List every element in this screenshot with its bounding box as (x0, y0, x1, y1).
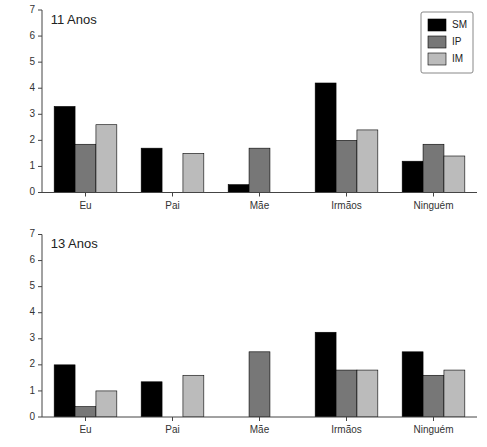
y-tick-label: 6 (29, 254, 35, 265)
bar (357, 370, 378, 417)
bar (141, 148, 162, 192)
x-tick (433, 417, 434, 421)
y-tick-label: 7 (29, 4, 35, 15)
x-tick (346, 193, 347, 197)
x-tick (172, 417, 173, 421)
y-tick (38, 114, 42, 115)
bar (75, 407, 96, 417)
y-tick (38, 234, 42, 235)
y-tick-label: 5 (29, 56, 35, 67)
panel-title: 11 Anos (51, 12, 98, 27)
legend-swatch (428, 36, 446, 48)
x-tick-label: Eu (79, 200, 91, 211)
bar (357, 130, 378, 193)
y-tick (38, 260, 42, 261)
legend-swatch (428, 53, 446, 65)
y-tick (38, 140, 42, 141)
y-tick-label: 4 (29, 306, 35, 317)
chart-root: 0 1 2 3 4 5 6 7 Eu Pai Mãe Irmãos Ninguém 11 Anos SM IP… (0, 0, 487, 447)
bar (54, 365, 75, 417)
y-tick (38, 62, 42, 63)
bars (54, 332, 465, 417)
panel: 0 1 2 3 4 5 6 7 Eu Pai Mãe Irmãos Ninguém 11 Anos SM IP… (29, 4, 477, 211)
y-axis (42, 235, 43, 418)
bar (336, 140, 357, 192)
bar (423, 375, 444, 417)
x-tick (346, 417, 347, 421)
bar (183, 375, 204, 417)
bar (141, 382, 162, 417)
y-tick (38, 192, 42, 193)
bar (228, 185, 249, 193)
bar (402, 352, 423, 417)
bar (444, 370, 465, 417)
bar (444, 156, 465, 193)
y-tick-label: 5 (29, 280, 35, 291)
bar (315, 332, 336, 417)
x-tick-label: Mãe (250, 200, 270, 211)
y-tick (38, 88, 42, 89)
x-tick (172, 193, 173, 197)
bars (54, 83, 465, 193)
y-tick-label: 2 (29, 358, 35, 369)
y-tick-label: 1 (29, 385, 35, 396)
y-tick (38, 312, 42, 313)
bar (75, 144, 96, 192)
bar (183, 153, 204, 192)
legend: SM IP IM (421, 12, 473, 73)
y-tick-label: 4 (29, 82, 35, 93)
y-tick (38, 390, 42, 391)
y-axis (42, 10, 43, 193)
x-tick (85, 193, 86, 197)
x-tick-label: Eu (79, 424, 91, 435)
legend-label: SM (452, 19, 467, 30)
bar (315, 83, 336, 193)
x-tick-label: Pai (165, 200, 179, 211)
y-tick (38, 338, 42, 339)
bar (54, 106, 75, 192)
y-tick (38, 417, 42, 418)
y-tick (38, 364, 42, 365)
legend-label: IM (452, 53, 463, 64)
y-tick-label: 1 (29, 160, 35, 171)
legend-frame (421, 12, 473, 73)
legend-swatch (428, 19, 446, 31)
x-tick (259, 417, 260, 421)
x-tick-label: Irmãos (331, 424, 362, 435)
x-tick (259, 193, 260, 197)
y-tick (38, 10, 42, 11)
bar (423, 144, 444, 192)
y-tick (38, 286, 42, 287)
x-axis (42, 417, 477, 418)
x-tick-label: Ninguém (413, 424, 453, 435)
bar (249, 148, 270, 192)
x-tick-label: Ninguém (413, 200, 453, 211)
bar (336, 370, 357, 417)
panel-title: 13 Anos (51, 236, 98, 251)
bar (402, 161, 423, 192)
bar (96, 125, 117, 193)
panel: 0 1 2 3 4 5 6 7 Eu Pai Mãe Irmãos Ninguém 13 Anos (29, 228, 477, 435)
y-tick-label: 2 (29, 134, 35, 145)
y-tick-label: 7 (29, 228, 35, 239)
bar (249, 352, 270, 417)
y-tick (38, 36, 42, 37)
x-tick (433, 193, 434, 197)
bar (96, 391, 117, 417)
x-tick-label: Mãe (250, 424, 270, 435)
x-tick-label: Pai (165, 424, 179, 435)
y-tick-label: 0 (29, 186, 35, 197)
y-tick-label: 3 (29, 108, 35, 119)
x-tick-label: Irmãos (331, 200, 362, 211)
y-tick-label: 6 (29, 30, 35, 41)
y-tick (38, 166, 42, 167)
y-tick-label: 3 (29, 332, 35, 343)
x-tick (85, 417, 86, 421)
x-axis (42, 192, 477, 193)
y-tick-label: 0 (29, 411, 35, 422)
legend-label: IP (452, 36, 462, 47)
